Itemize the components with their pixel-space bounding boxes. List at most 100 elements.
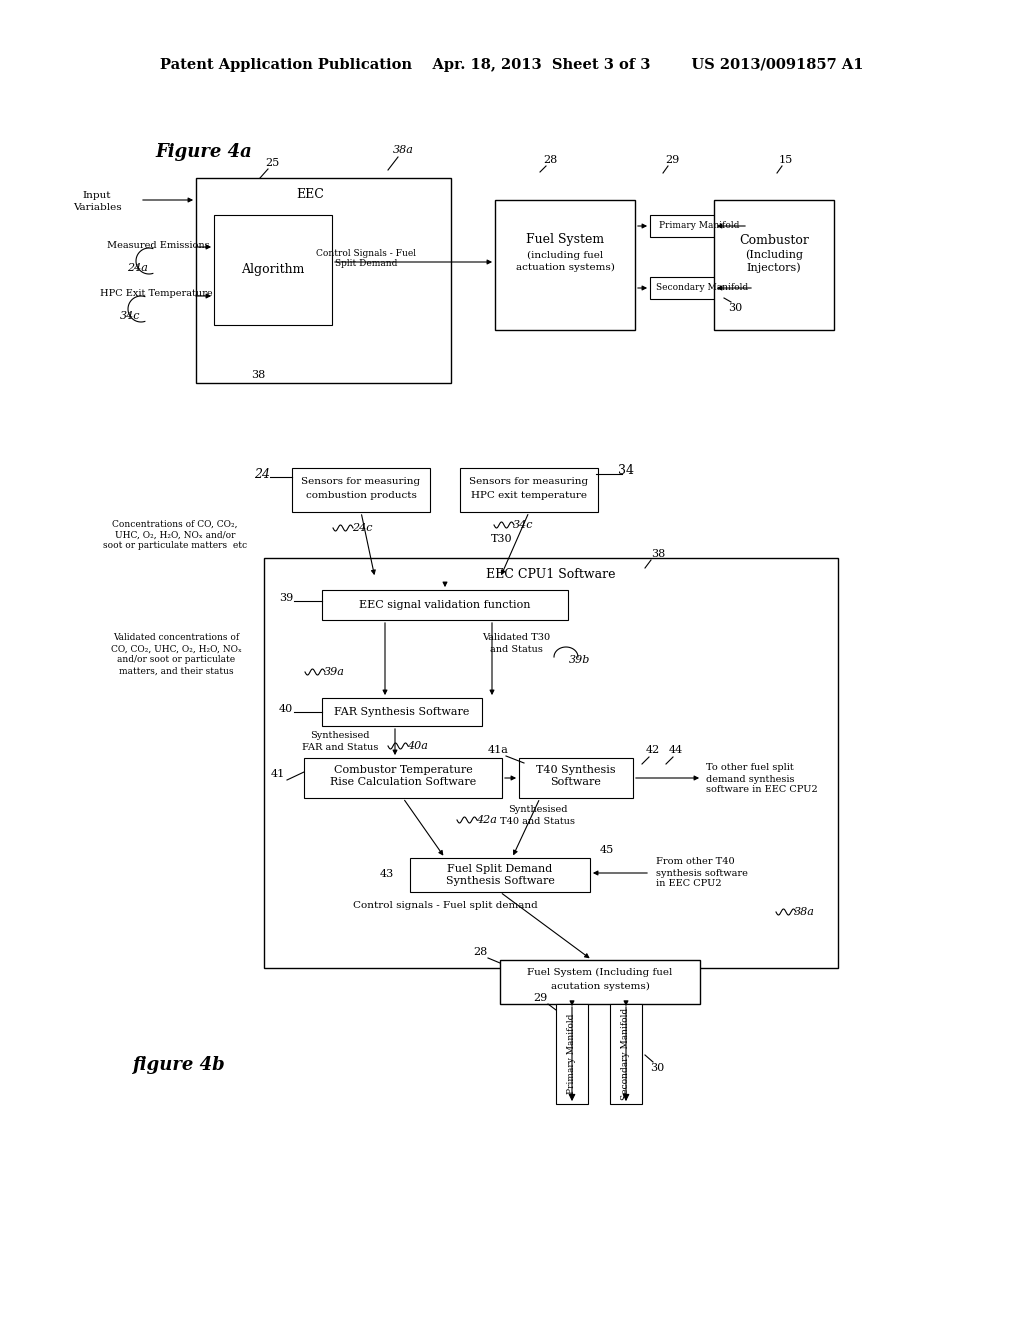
Text: Input: Input [83, 191, 112, 201]
Text: Synthesis Software: Synthesis Software [445, 876, 554, 886]
Text: 44: 44 [669, 744, 683, 755]
Text: Variables: Variables [73, 202, 121, 211]
Text: HPC exit temperature: HPC exit temperature [471, 491, 587, 499]
Text: actuation systems): actuation systems) [515, 263, 614, 272]
Text: Sensors for measuring: Sensors for measuring [469, 478, 589, 487]
Text: From other T40: From other T40 [656, 858, 734, 866]
Bar [714, 201, 834, 330]
Text: 30: 30 [650, 1063, 665, 1073]
Text: software in EEC CPU2: software in EEC CPU2 [706, 785, 818, 795]
Text: Combustor: Combustor [739, 234, 809, 247]
Text: in EEC CPU2: in EEC CPU2 [656, 879, 722, 888]
Text: 38: 38 [251, 370, 265, 380]
Text: 24c: 24c [352, 523, 373, 533]
Text: 28: 28 [473, 946, 487, 957]
Text: 39a: 39a [324, 667, 344, 677]
Text: Injectors): Injectors) [746, 263, 802, 273]
Bar [495, 201, 635, 330]
Text: Control signals - Fuel split demand: Control signals - Fuel split demand [352, 902, 538, 911]
Text: 29: 29 [665, 154, 679, 165]
Text: 42a: 42a [475, 814, 497, 825]
Text: matters, and their status: matters, and their status [119, 667, 233, 676]
Text: 40a: 40a [407, 741, 427, 751]
Text: HPC Exit Temperature: HPC Exit Temperature [100, 289, 213, 298]
Text: figure 4b: figure 4b [132, 1056, 224, 1074]
Text: 34c: 34c [120, 312, 140, 321]
Text: Split Demand: Split Demand [335, 260, 397, 268]
Text: Figure 4a: Figure 4a [155, 143, 252, 161]
Bar [410, 858, 590, 892]
Bar [500, 960, 700, 1005]
Text: Rise Calculation Software: Rise Calculation Software [330, 777, 476, 787]
Text: 38a: 38a [392, 145, 414, 154]
Text: 39: 39 [279, 593, 293, 603]
Text: Synthesised: Synthesised [310, 731, 370, 741]
Text: Fuel System: Fuel System [526, 234, 604, 247]
Text: FAR Synthesis Software: FAR Synthesis Software [334, 708, 470, 717]
Text: 29: 29 [532, 993, 547, 1003]
Text: Combustor Temperature: Combustor Temperature [334, 766, 472, 775]
Text: (including fuel: (including fuel [527, 251, 603, 260]
Bar [610, 1005, 642, 1104]
Text: 42: 42 [646, 744, 660, 755]
Text: 24: 24 [254, 467, 270, 480]
Text: 34: 34 [618, 463, 634, 477]
Text: EEC CPU1 Software: EEC CPU1 Software [486, 569, 615, 582]
Text: 45: 45 [600, 845, 614, 855]
Bar [214, 215, 332, 325]
Text: and/or soot or particulate: and/or soot or particulate [117, 656, 236, 664]
Bar [556, 1005, 588, 1104]
Text: Primary Manifold: Primary Manifold [658, 222, 739, 231]
Text: T40 Synthesis: T40 Synthesis [537, 766, 615, 775]
Bar [460, 469, 598, 512]
Text: Fuel System (Including fuel: Fuel System (Including fuel [527, 968, 673, 977]
Text: Secondary Manifold: Secondary Manifold [656, 284, 749, 293]
Text: 40: 40 [279, 704, 293, 714]
Text: Algorithm: Algorithm [242, 264, 305, 276]
Text: 43: 43 [380, 869, 394, 879]
Bar [322, 590, 568, 620]
Text: To other fuel split: To other fuel split [706, 763, 794, 772]
Bar [519, 758, 633, 799]
Text: 30: 30 [728, 304, 742, 313]
Text: Software: Software [551, 777, 601, 787]
Text: 38a: 38a [794, 907, 814, 917]
Bar [650, 277, 754, 300]
Text: (Including: (Including [745, 249, 803, 260]
Text: 41: 41 [271, 770, 285, 779]
Text: Secondary Manifold: Secondary Manifold [622, 1008, 631, 1100]
Text: Sensors for measuring: Sensors for measuring [301, 478, 421, 487]
Text: Validated T30: Validated T30 [482, 634, 550, 643]
Text: Measured Emissions: Measured Emissions [106, 240, 210, 249]
Bar [264, 558, 838, 968]
Bar [650, 215, 748, 238]
Bar [292, 469, 430, 512]
Text: 24a: 24a [127, 263, 147, 273]
Text: EEC: EEC [296, 187, 324, 201]
Text: synthesis software: synthesis software [656, 869, 748, 878]
Text: Concentrations of CO, CO₂,: Concentrations of CO, CO₂, [113, 520, 238, 528]
Text: soot or particulate matters  etc: soot or particulate matters etc [103, 541, 247, 550]
Text: Fuel Split Demand: Fuel Split Demand [447, 865, 553, 874]
Text: EEC signal validation function: EEC signal validation function [359, 601, 530, 610]
Text: Control Signals - Fuel: Control Signals - Fuel [316, 248, 416, 257]
Text: 34c: 34c [513, 520, 534, 531]
Text: 15: 15 [779, 154, 794, 165]
Text: Primary Manifold: Primary Manifold [567, 1014, 577, 1094]
Text: UHC, O₂, H₂O, NOₓ and/or: UHC, O₂, H₂O, NOₓ and/or [115, 531, 236, 540]
Text: 38: 38 [651, 549, 666, 558]
Text: 28: 28 [543, 154, 557, 165]
Bar [304, 758, 502, 799]
Text: 25: 25 [265, 158, 280, 168]
Text: Validated concentrations of: Validated concentrations of [113, 634, 239, 643]
Bar [196, 178, 451, 383]
Text: acutation systems): acutation systems) [551, 982, 649, 990]
Text: Patent Application Publication    Apr. 18, 2013  Sheet 3 of 3        US 2013/009: Patent Application Publication Apr. 18, … [160, 58, 864, 73]
Text: Synthesised: Synthesised [508, 805, 567, 814]
Text: 39b: 39b [569, 655, 591, 665]
Text: T40 and Status: T40 and Status [501, 817, 575, 825]
Text: combustion products: combustion products [305, 491, 417, 499]
Text: CO, CO₂, UHC, O₂, H₂O, NOₓ: CO, CO₂, UHC, O₂, H₂O, NOₓ [111, 644, 242, 653]
Text: T30: T30 [492, 535, 513, 544]
Bar [322, 698, 482, 726]
